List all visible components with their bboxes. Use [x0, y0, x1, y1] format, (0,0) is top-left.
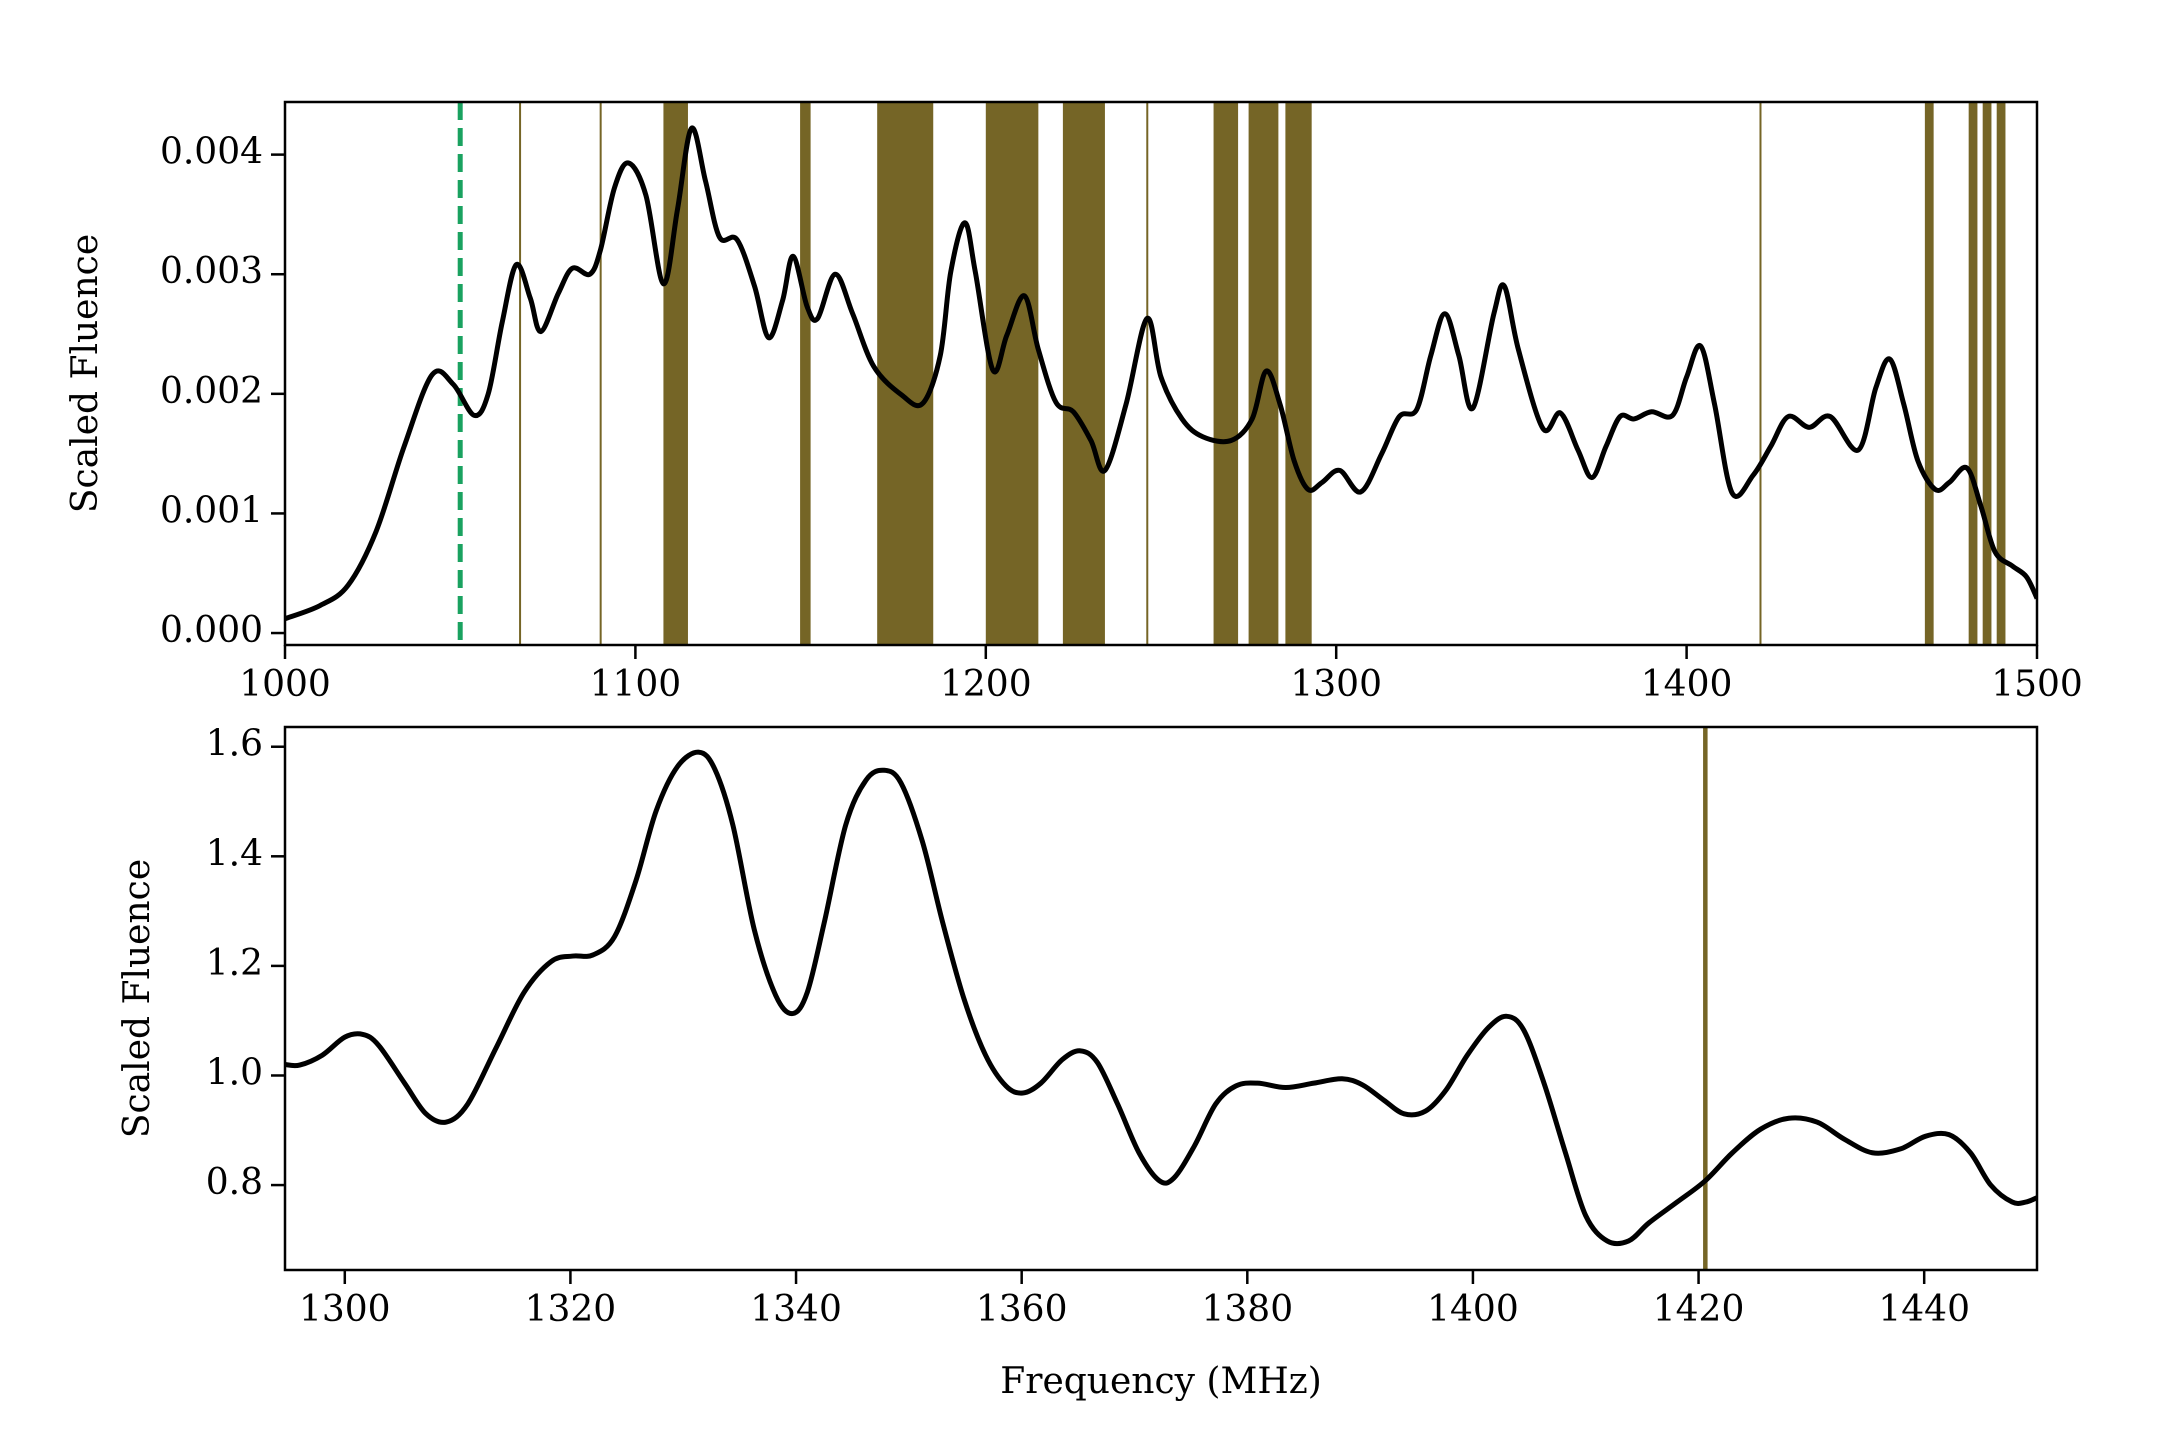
masked-band — [519, 102, 522, 645]
y-tick-label: 0.8 — [206, 1162, 263, 1203]
masked-band — [1982, 102, 1992, 645]
y-tick-label: 0.000 — [160, 610, 263, 651]
masked-band — [1996, 102, 2006, 645]
masked-band — [1285, 102, 1312, 645]
masked-band — [1759, 102, 1762, 645]
y-tick-label: 0.002 — [160, 371, 263, 412]
masked-band — [599, 102, 602, 645]
x-tick-label: 1380 — [1201, 1289, 1293, 1330]
axes-frame — [283, 100, 2039, 647]
data-line — [285, 749, 2037, 1247]
x-tick-label: 1300 — [299, 1289, 391, 1330]
x-tick-label: 1100 — [590, 664, 682, 705]
x-tick-label: 1420 — [1653, 1289, 1745, 1330]
axes-frame — [283, 725, 2039, 1272]
masked-band — [1213, 102, 1239, 645]
y-tick-label: 0.004 — [160, 132, 263, 173]
data-line — [285, 125, 2037, 622]
masked-band — [1924, 102, 1934, 645]
masked-band — [877, 102, 934, 645]
masked-band — [1146, 102, 1149, 645]
x-tick-label: 1400 — [1427, 1289, 1519, 1330]
x-axis-label: Frequency (MHz) — [1000, 1361, 1321, 1402]
masked-band — [800, 102, 811, 645]
x-tick-label: 1500 — [1991, 664, 2083, 705]
x-tick-label: 1000 — [239, 664, 331, 705]
x-tick-label: 1360 — [976, 1289, 1068, 1330]
y-tick-label: 1.6 — [206, 724, 263, 765]
x-tick-label: 1340 — [750, 1289, 842, 1330]
y-tick-label: 0.003 — [160, 251, 263, 292]
masked-band — [1968, 102, 1978, 645]
masked-band — [663, 102, 688, 645]
y-tick-label: 1.2 — [206, 943, 263, 984]
y-axis-label: Scaled Fluence — [117, 859, 158, 1138]
x-tick-label: 1300 — [1290, 664, 1382, 705]
y-tick-label: 1.0 — [206, 1052, 263, 1093]
y-tick-label: 0.001 — [160, 490, 263, 531]
x-tick-label: 1400 — [1641, 664, 1733, 705]
y-tick-label: 1.4 — [206, 833, 263, 874]
x-tick-label: 1440 — [1878, 1289, 1970, 1330]
masked-band — [1062, 102, 1105, 645]
y-axis-label: Scaled Fluence — [65, 234, 106, 513]
x-tick-label: 1320 — [525, 1289, 617, 1330]
masked-band — [1703, 727, 1708, 1270]
x-tick-label: 1200 — [940, 664, 1032, 705]
